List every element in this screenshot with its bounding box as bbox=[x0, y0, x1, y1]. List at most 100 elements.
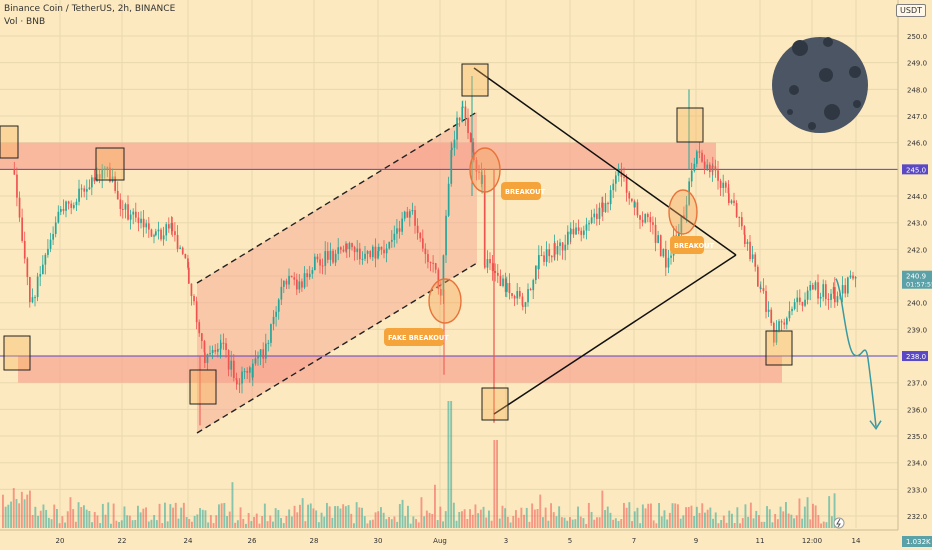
candle-body bbox=[377, 251, 379, 259]
volume-bar bbox=[218, 504, 220, 528]
candle-body bbox=[249, 367, 251, 373]
volume-bar bbox=[825, 522, 828, 528]
annotation-box bbox=[670, 236, 704, 254]
candle-body bbox=[270, 324, 272, 343]
volume-bar bbox=[231, 482, 234, 528]
candle-body bbox=[825, 284, 827, 299]
candle-body bbox=[188, 267, 190, 284]
volume-bar bbox=[474, 504, 477, 528]
candle-body bbox=[227, 350, 230, 370]
candle-body bbox=[293, 277, 296, 280]
volume-bar bbox=[822, 521, 825, 528]
candle-body bbox=[262, 349, 265, 359]
volume-bar bbox=[633, 511, 636, 528]
candle-body bbox=[685, 204, 688, 219]
candle-body bbox=[342, 249, 345, 252]
candle-body bbox=[678, 232, 680, 237]
symbol-title: Binance Coin / TetherUS, 2h, BINANCE bbox=[4, 4, 176, 14]
volume-bar bbox=[377, 511, 380, 528]
volume-bar bbox=[161, 523, 164, 528]
candle-body bbox=[217, 349, 219, 352]
price-tick-label: 240.0 bbox=[907, 300, 927, 308]
candle-body bbox=[652, 222, 654, 225]
candle-body bbox=[145, 223, 148, 228]
volume-bar bbox=[393, 516, 396, 528]
candle-body bbox=[265, 343, 267, 359]
candle-body bbox=[577, 227, 580, 231]
volume-bar bbox=[118, 522, 120, 528]
candle-body bbox=[311, 270, 314, 274]
volume-bar bbox=[752, 518, 755, 528]
candle-body bbox=[836, 296, 839, 303]
volume-axis-tag bbox=[902, 536, 932, 547]
volume-bar bbox=[366, 523, 369, 528]
candle-body bbox=[556, 246, 559, 255]
volume-bar bbox=[123, 506, 126, 528]
settings-icon[interactable] bbox=[833, 517, 845, 529]
candle-body bbox=[730, 200, 733, 203]
volume-bar bbox=[155, 520, 158, 528]
candle-body bbox=[70, 203, 73, 208]
volume-axis-label: 1.032K bbox=[906, 538, 931, 546]
volume-bar bbox=[658, 503, 660, 528]
volume-bar bbox=[20, 491, 23, 528]
time-tick-label: 12:00 bbox=[802, 537, 822, 545]
volume-bar bbox=[666, 519, 669, 528]
volume-bar bbox=[382, 512, 385, 528]
candle-body bbox=[472, 142, 475, 153]
volume-bar bbox=[801, 518, 804, 528]
volume-bar bbox=[736, 507, 739, 528]
candle-body bbox=[469, 133, 472, 143]
candle-body bbox=[285, 280, 288, 285]
candle-body bbox=[416, 225, 419, 233]
candle-body bbox=[181, 247, 184, 254]
volume-bar bbox=[520, 507, 523, 528]
volume-bar bbox=[704, 512, 706, 528]
volume-bar bbox=[339, 508, 342, 528]
volume-bar bbox=[687, 506, 690, 528]
candle-body bbox=[26, 258, 29, 277]
volume-bar bbox=[593, 519, 596, 528]
highlight-box bbox=[481, 387, 509, 421]
volume-bar bbox=[609, 512, 612, 528]
volume-bar bbox=[569, 517, 571, 528]
volume-bar bbox=[482, 506, 485, 528]
candle-body bbox=[414, 210, 416, 226]
candle-body bbox=[346, 243, 348, 250]
volume-bar bbox=[806, 497, 809, 528]
candle-body bbox=[522, 305, 524, 307]
volume-bar bbox=[641, 504, 644, 528]
volume-bar bbox=[498, 518, 501, 528]
volume-bar bbox=[479, 509, 482, 528]
candle-body bbox=[277, 299, 280, 312]
candle-body bbox=[65, 201, 67, 211]
candle-body bbox=[31, 297, 34, 303]
candle-body bbox=[254, 358, 257, 364]
volume-bar bbox=[361, 507, 363, 528]
volume-bar bbox=[234, 522, 237, 528]
volume-bar bbox=[385, 519, 388, 528]
candle-body bbox=[21, 217, 23, 241]
volume-bar bbox=[555, 516, 558, 528]
currency-badge[interactable]: USDT bbox=[896, 4, 926, 17]
volume-bar bbox=[539, 494, 542, 528]
volume-bar bbox=[512, 515, 515, 528]
candle-body bbox=[701, 152, 703, 162]
volume-bar bbox=[693, 515, 696, 528]
volume-bar bbox=[66, 511, 69, 528]
candle-body bbox=[588, 223, 590, 225]
candle-body bbox=[654, 224, 657, 243]
volume-bar bbox=[782, 511, 785, 528]
time-tick-label: 20 bbox=[56, 537, 65, 545]
candle-body bbox=[283, 280, 285, 287]
candle-body bbox=[324, 251, 327, 266]
candle-body bbox=[511, 293, 513, 297]
candle-body bbox=[198, 322, 201, 334]
volume-bar bbox=[830, 516, 833, 528]
volume-bar bbox=[296, 512, 299, 528]
volume-bar bbox=[363, 516, 366, 528]
volume-bar bbox=[196, 514, 199, 528]
volume-bar bbox=[29, 490, 31, 528]
